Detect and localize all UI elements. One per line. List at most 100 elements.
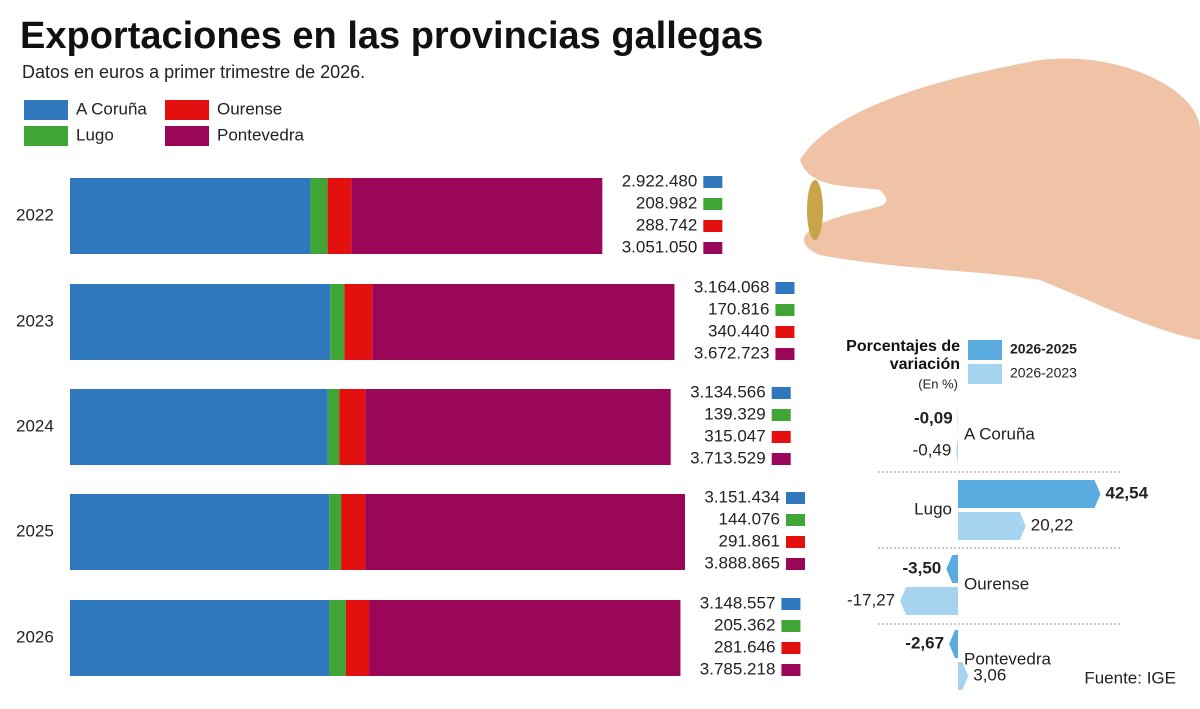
y-tick-label: 2022 <box>16 205 54 224</box>
value-swatch <box>703 198 723 210</box>
bar-segment <box>329 494 342 570</box>
value-label: 20,22 <box>1031 515 1074 534</box>
value-label: 3,06 <box>973 665 1006 684</box>
bar-segment <box>329 600 346 676</box>
value-label: 205.362 <box>714 615 775 634</box>
bar-segment <box>339 389 366 465</box>
variation-bar <box>900 587 958 615</box>
value-label: 3.713.529 <box>690 448 766 467</box>
bar-segment <box>327 389 340 465</box>
bar-segment <box>310 178 328 254</box>
chart-title: Exportaciones en las provincias gallegas <box>20 15 763 57</box>
value-label: 2.922.480 <box>622 171 698 190</box>
bar-segment <box>70 284 331 360</box>
bar-segment <box>369 600 681 676</box>
legend-label: 2026-2025 <box>1010 341 1077 357</box>
variation-bar <box>956 437 958 465</box>
variation-bar <box>958 662 969 690</box>
value-swatch <box>775 326 795 338</box>
legend-swatch <box>968 364 1002 384</box>
value-label: 3.164.068 <box>694 277 770 296</box>
legend-label: Ourense <box>217 99 282 118</box>
bar-segment <box>70 389 328 465</box>
value-label: 281.646 <box>714 637 775 656</box>
value-label: -0,09 <box>914 408 953 427</box>
value-swatch <box>781 620 801 632</box>
value-swatch <box>781 664 801 676</box>
value-label: 42,54 <box>1106 483 1149 502</box>
bar-segment <box>351 178 603 254</box>
value-swatch <box>786 514 805 526</box>
value-label: 291.861 <box>719 531 780 550</box>
value-label: -17,27 <box>847 590 895 609</box>
y-tick-label: 2025 <box>16 521 54 540</box>
value-label: -2,67 <box>905 633 944 652</box>
value-label: 3.134.566 <box>690 382 766 401</box>
value-swatch <box>703 220 723 232</box>
category-label: A Coruña <box>964 424 1035 443</box>
bar-segment <box>344 284 373 360</box>
value-label: 170.816 <box>708 299 769 318</box>
variation-bar <box>958 480 1101 508</box>
value-label: 144.076 <box>719 509 780 528</box>
value-swatch <box>786 536 805 548</box>
value-label: -0,49 <box>913 440 952 459</box>
variation-bar <box>949 630 958 658</box>
value-label: 340.440 <box>708 321 769 340</box>
bar-segment <box>345 600 370 676</box>
value-label: 3.151.434 <box>704 487 780 506</box>
chart-subtitle: Datos en euros a primer trimestre de 202… <box>22 62 365 82</box>
legend-swatch <box>24 100 68 120</box>
value-label: -3,50 <box>903 558 942 577</box>
bar-segment <box>330 284 345 360</box>
bar-segment <box>70 494 330 570</box>
y-tick-label: 2024 <box>16 416 54 435</box>
value-swatch <box>786 492 805 504</box>
legend-swatch <box>165 100 209 120</box>
value-label: 3.051.050 <box>622 237 698 256</box>
value-label: 315.047 <box>704 426 765 445</box>
bar-segment <box>341 494 366 570</box>
bar-segment <box>70 178 311 254</box>
coin <box>807 180 823 240</box>
value-swatch <box>771 409 791 421</box>
value-swatch <box>775 282 795 294</box>
value-label: 3.148.557 <box>700 593 776 612</box>
value-label: 208.982 <box>636 193 697 212</box>
value-swatch <box>775 348 795 360</box>
variation-bar <box>958 512 1026 540</box>
value-label: 288.742 <box>636 215 697 234</box>
value-swatch <box>781 598 801 610</box>
legend-label: 2026-2023 <box>1010 365 1077 381</box>
bar-segment <box>327 178 352 254</box>
legend-label: Pontevedra <box>217 125 304 144</box>
value-swatch <box>703 242 723 254</box>
legend-label: Lugo <box>76 125 114 144</box>
value-label: 3.888.865 <box>704 553 780 572</box>
value-swatch <box>786 558 805 570</box>
value-swatch <box>703 176 723 188</box>
variation-bar <box>946 555 958 583</box>
bar-segment <box>365 494 685 570</box>
category-label: Lugo <box>914 499 952 518</box>
value-label: 3.785.218 <box>700 659 776 678</box>
legend-swatch <box>165 126 209 146</box>
category-label: Ourense <box>964 574 1029 593</box>
legend-swatch <box>968 340 1002 360</box>
source: Fuente: IGE <box>1084 668 1176 687</box>
legend-swatch <box>24 126 68 146</box>
value-label: 3.672.723 <box>694 343 770 362</box>
hand-illustration <box>800 58 1200 340</box>
value-swatch <box>771 431 791 443</box>
variation-title: Porcentajes de variación <box>846 338 960 373</box>
value-swatch <box>775 304 795 316</box>
bar-segment <box>70 600 330 676</box>
hand <box>800 58 1200 340</box>
value-swatch <box>771 453 791 465</box>
variation-subtitle: (En %) <box>918 376 958 391</box>
y-tick-label: 2026 <box>16 627 54 646</box>
value-swatch <box>781 642 801 654</box>
value-swatch <box>771 387 791 399</box>
